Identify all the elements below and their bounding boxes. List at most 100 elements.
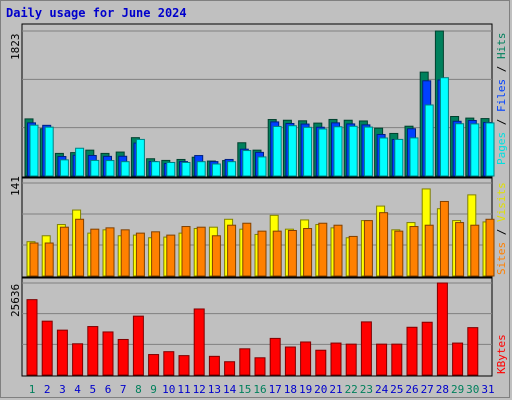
bar-pages-day-7: [120, 161, 130, 177]
bar-sites-day-24: [379, 212, 389, 277]
bar-kbytes-day-22: [345, 343, 357, 376]
chart-title: Daily usage for June 2024: [6, 6, 187, 20]
bar-kbytes-day-1: [26, 299, 38, 376]
bar-pages-day-27: [424, 104, 434, 177]
axis-max-hits: 1823: [9, 34, 22, 61]
bar-kbytes-day-25: [391, 343, 403, 376]
legend-hits-files-pages: Pages / Files / Hits: [495, 33, 508, 166]
bar-pages-day-29: [455, 123, 465, 177]
bar-pages-day-18: [287, 125, 297, 177]
day-label-3: 3: [59, 383, 66, 396]
bar-pages-day-10: [166, 161, 176, 177]
bar-sites-day-31: [485, 218, 495, 277]
bar-pages-day-1: [29, 124, 39, 177]
legend-visits-sites: Sites / Visits: [495, 182, 508, 275]
bar-pages-day-20: [318, 128, 328, 177]
bar-pages-day-26: [409, 137, 419, 177]
bar-kbytes-day-13: [208, 355, 220, 376]
bar-kbytes-day-21: [330, 342, 342, 376]
bar-kbytes-day-15: [239, 348, 251, 376]
day-label-18: 18: [284, 383, 297, 396]
bar-pages-day-21: [333, 126, 343, 177]
bar-pages-day-13: [211, 163, 221, 177]
bar-kbytes-day-9: [148, 354, 160, 376]
bar-kbytes-day-23: [360, 321, 372, 376]
axis-max-visits: 141: [9, 176, 22, 196]
bar-pages-day-2: [44, 126, 54, 177]
bar-pages-day-4: [75, 147, 85, 177]
bar-sites-day-29: [455, 222, 465, 277]
day-label-21: 21: [329, 383, 342, 396]
day-label-9: 9: [150, 383, 157, 396]
day-label-29: 29: [451, 383, 464, 396]
bar-kbytes-day-24: [376, 343, 388, 376]
legend-visits: Visits: [495, 182, 508, 222]
bar-pages-day-19: [303, 126, 313, 177]
day-label-26: 26: [405, 383, 418, 396]
bar-sites-day-28: [439, 200, 449, 277]
bar-kbytes-day-6: [102, 331, 114, 376]
bar-kbytes-day-16: [254, 357, 266, 376]
bar-kbytes-day-12: [193, 308, 205, 376]
day-label-13: 13: [208, 383, 221, 396]
bar-sites-day-16: [257, 230, 267, 277]
bar-sites-day-26: [409, 226, 419, 277]
day-label-12: 12: [193, 383, 206, 396]
bar-kbytes-day-10: [163, 351, 175, 376]
day-label-7: 7: [120, 383, 127, 396]
bar-kbytes-day-29: [452, 342, 464, 376]
bar-sites-day-13: [211, 235, 221, 277]
day-label-31: 31: [481, 383, 494, 396]
bar-sites-day-1: [29, 242, 39, 277]
day-label-15: 15: [238, 383, 251, 396]
day-label-4: 4: [74, 383, 81, 396]
day-label-16: 16: [253, 383, 266, 396]
bar-kbytes-day-3: [56, 329, 68, 376]
bar-sites-day-6: [105, 227, 115, 277]
bar-kbytes-day-20: [315, 349, 327, 376]
bar-kbytes-day-30: [467, 327, 479, 376]
day-label-22: 22: [345, 383, 358, 396]
day-label-8: 8: [135, 383, 142, 396]
bar-kbytes-day-18: [284, 346, 296, 376]
bar-kbytes-day-2: [41, 320, 53, 376]
bar-sites-day-25: [394, 230, 404, 277]
bar-pages-day-5: [90, 159, 100, 177]
bar-sites-day-15: [242, 222, 252, 277]
day-label-2: 2: [44, 383, 51, 396]
legend-sites: Sites: [495, 242, 508, 275]
bar-pages-day-15: [242, 150, 252, 177]
bar-sites-day-10: [166, 234, 176, 277]
bar-kbytes-day-19: [300, 341, 312, 376]
axis-max-kbytes: 25636: [9, 284, 22, 317]
bar-sites-day-4: [75, 218, 85, 277]
bar-pages-day-23: [363, 126, 373, 177]
bar-sites-day-22: [348, 235, 358, 277]
day-label-24: 24: [375, 383, 389, 396]
day-label-28: 28: [436, 383, 449, 396]
bar-kbytes-day-28: [436, 282, 448, 376]
bar-kbytes-day-17: [269, 337, 281, 376]
bar-pages-day-17: [272, 125, 282, 177]
bar-sites-day-23: [363, 220, 373, 277]
bar-pages-day-22: [348, 125, 358, 177]
bar-pages-day-31: [485, 122, 495, 177]
bar-pages-day-16: [257, 156, 267, 177]
bar-sites-day-30: [470, 224, 480, 277]
bar-pages-day-30: [470, 123, 480, 177]
bar-sites-day-21: [333, 224, 343, 277]
bar-sites-day-17: [272, 230, 282, 277]
bar-kbytes-day-14: [224, 361, 236, 376]
day-label-5: 5: [89, 383, 96, 396]
day-label-10: 10: [162, 383, 175, 396]
day-label-20: 20: [314, 383, 327, 396]
bar-pages-day-25: [394, 138, 404, 177]
bar-sites-day-9: [151, 231, 161, 277]
day-label-11: 11: [177, 383, 190, 396]
bar-kbytes-day-5: [87, 326, 99, 376]
bar-sites-day-7: [120, 229, 130, 277]
bar-kbytes-day-11: [178, 355, 190, 376]
bar-kbytes-day-8: [132, 315, 144, 376]
